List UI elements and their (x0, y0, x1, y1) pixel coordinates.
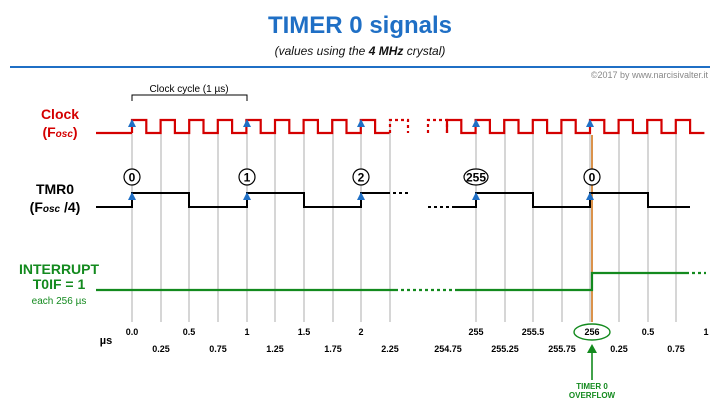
overflow-arrow-head (587, 344, 597, 353)
counter-value: 1 (244, 171, 251, 185)
axis-tick-label: 2.25 (381, 344, 399, 354)
axis-tick-label: 1.75 (324, 344, 342, 354)
clock-label: Clock (Fosc) (40, 106, 80, 140)
overflow-label-line2: OVERFLOW (569, 391, 616, 400)
axis-tick-label: 255.75 (548, 344, 576, 354)
clock-waveform-left (130, 118, 390, 135)
axis-tick-label: 1.5 (298, 327, 311, 337)
axis-tick-label: 1.25 (266, 344, 284, 354)
tmr0-edge-arrow (243, 192, 251, 200)
interrupt-waveform-right (456, 271, 686, 292)
counter-value: 0 (129, 171, 136, 185)
overflow-label-line1: TIMER 0 (576, 382, 608, 391)
axis-tick-label: 0.0 (126, 327, 139, 337)
tmr0-edge-arrow (586, 192, 594, 200)
counter-circle (352, 168, 370, 186)
axis-unit: µs (100, 335, 112, 347)
axis-tick-label: 2 (358, 327, 363, 337)
counter-value: 2 (358, 171, 365, 185)
axis-tick-label: 0.5 (642, 327, 655, 337)
clock-edge-arrow (243, 119, 251, 127)
axis-tick-label: 0.25 (610, 344, 628, 354)
clock-edge-arrow (472, 119, 480, 127)
clock-edge-arrow (586, 119, 594, 127)
axis-tick-label: 255 (468, 327, 483, 337)
interrupt-label: INTERRUPT T0IF = 1 each 256 µs (18, 261, 100, 308)
clock-edge-arrow (357, 119, 365, 127)
tmr0-waveform-right (453, 192, 690, 208)
clock-waveform-right (445, 118, 705, 135)
tmr0-waveform-left (96, 192, 387, 208)
axis-tick-label: 256 (584, 327, 599, 337)
axis-tick-label: 0.75 (209, 344, 227, 354)
tmr0-edge-arrow (357, 192, 365, 200)
counter-value: 255 (466, 171, 486, 185)
clock-waveform-break-left (388, 118, 410, 133)
counter-value: 0 (589, 171, 596, 185)
tmr0-edge-arrow (128, 192, 136, 200)
overflow-highlight-ring (573, 323, 611, 341)
counter-circle (583, 168, 601, 186)
counter-circle (238, 168, 256, 186)
page-subtitle: (values using the 4 MHz crystal) (274, 44, 446, 58)
clock-cycle-bracket (131, 94, 248, 101)
axis-tick-label: 255.5 (522, 327, 545, 337)
clock-edge-arrow (128, 119, 136, 127)
axis-tick-label: 1 (703, 327, 708, 337)
axis-tick-label: 254.75 (434, 344, 462, 354)
axis-tick-label: 0.5 (183, 327, 196, 337)
page-title: TIMER 0 signals (267, 12, 453, 39)
axis-tick-label: 0.75 (667, 344, 685, 354)
counter-circle (123, 168, 141, 186)
tmr0-edge-arrow (472, 192, 480, 200)
counter-circle (463, 168, 489, 186)
credit-text: ©2017 by www.narcisivalter.it (590, 70, 708, 80)
clock-cycle-label: Clock cycle (1 µs) (149, 84, 228, 95)
axis-tick-label: 255.25 (491, 344, 519, 354)
tmr0-label: TMR0 (Fosc /4) (29, 181, 81, 215)
title-divider (10, 66, 710, 68)
axis-tick-label: 0.25 (152, 344, 170, 354)
clock-waveform-break-right (426, 118, 449, 133)
axis-tick-label: 1 (244, 327, 249, 337)
